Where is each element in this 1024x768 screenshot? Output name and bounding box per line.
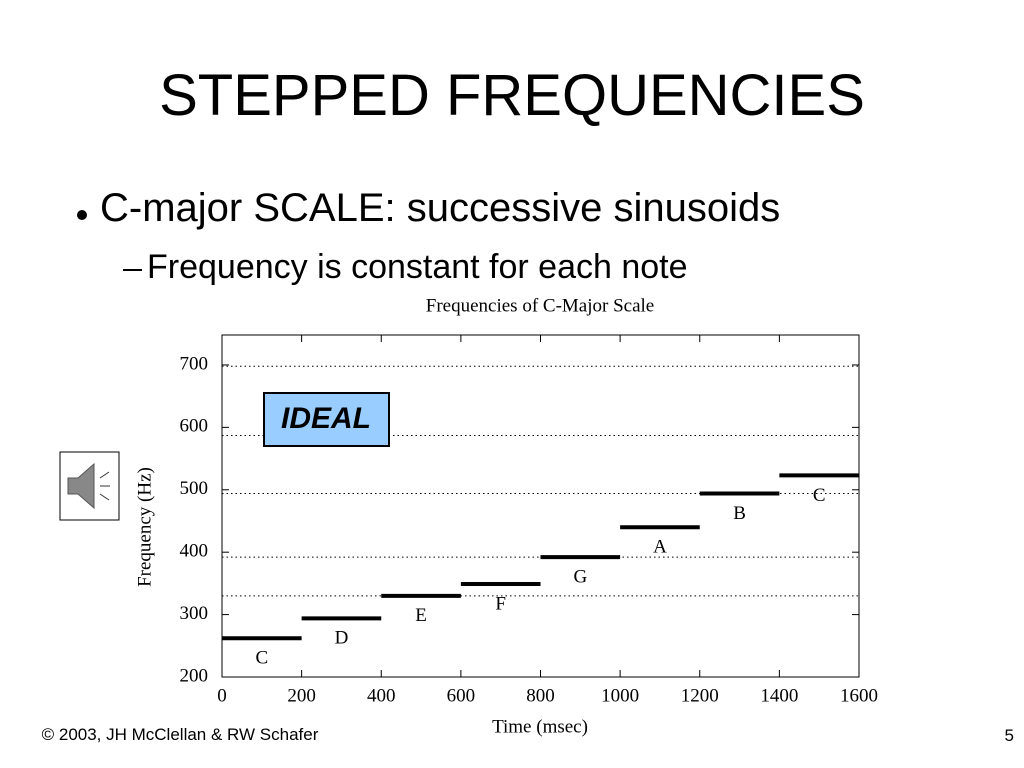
bullet-dot	[77, 210, 87, 220]
note-label: E	[415, 605, 427, 626]
note-label: A	[653, 537, 667, 558]
note-label: B	[733, 503, 746, 524]
x-tick-label: 1200	[681, 685, 719, 706]
y-tick-label: 600	[180, 416, 209, 437]
x-tick-label: 400	[367, 685, 396, 706]
y-tick-label: 300	[180, 603, 209, 624]
y-tick-label: 400	[180, 541, 209, 562]
speaker-icon	[67, 462, 95, 510]
bullet: C-major SCALE: successive sinusoids	[100, 186, 781, 230]
x-tick-label: 200	[287, 685, 316, 706]
chart-title: Frequencies of C-Major Scale	[426, 295, 654, 316]
plot-frame	[221, 334, 860, 678]
x-tick-label: 1000	[601, 685, 639, 706]
y-axis-label: Frequency (Hz)	[134, 467, 155, 587]
annotation: IDEAL	[281, 402, 371, 435]
y-tick-label: 200	[180, 665, 209, 686]
note-label: F	[495, 593, 506, 614]
page-number: 5	[1004, 726, 1014, 745]
note-label: C	[813, 485, 826, 506]
note-label: G	[573, 567, 587, 588]
x-tick-label: 1600	[840, 685, 878, 706]
y-tick-label: 500	[180, 478, 209, 499]
x-tick-label: 1400	[760, 685, 798, 706]
y-tick-label: 700	[180, 353, 209, 374]
annotation-box	[263, 392, 390, 447]
x-axis-label: Time (msec)	[492, 716, 588, 737]
footer: © 2003, JH McClellan & RW Schafer	[41, 725, 319, 744]
speaker-waves	[99, 471, 110, 501]
note-label: C	[255, 648, 268, 669]
slide-title: STEPPED FREQUENCIES	[159, 63, 865, 128]
note-label: D	[335, 628, 349, 649]
x-tick-label: 800	[526, 685, 555, 706]
x-tick-label: 0	[217, 685, 227, 706]
sub-bullet: Frequency is constant for each note	[147, 248, 688, 286]
x-tick-label: 600	[447, 685, 476, 706]
